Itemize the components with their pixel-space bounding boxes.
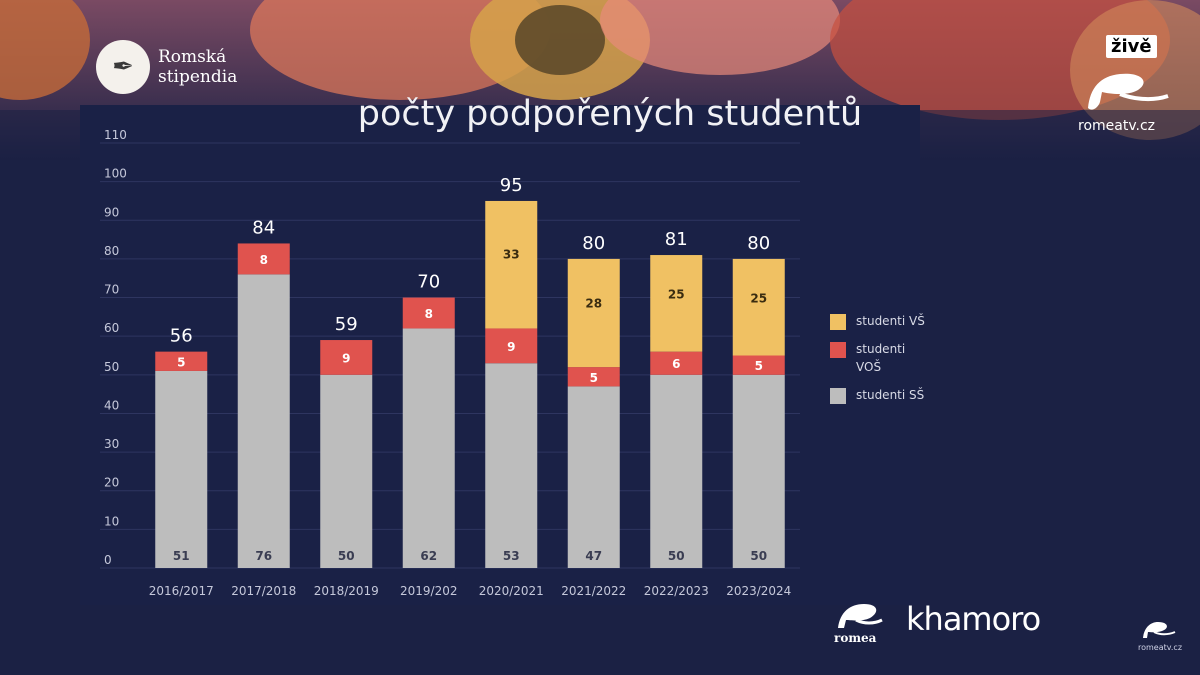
legend-label-ss: studenti SŠ — [856, 388, 925, 402]
y-tick-label: 60 — [104, 321, 119, 335]
y-tick-label: 0 — [104, 553, 112, 567]
data-label-ss: 51 — [173, 549, 190, 563]
total-label: 81 — [665, 229, 688, 250]
bar-segment-ss — [155, 370, 208, 568]
khamoro-logo: khamoro — [906, 600, 1041, 638]
y-tick-label: 10 — [104, 514, 119, 528]
bar-segment-vos — [650, 351, 703, 375]
bar-segment-ss — [732, 374, 785, 568]
total-label: 70 — [417, 272, 440, 293]
bar-segment-ss — [237, 274, 290, 568]
total-label: 95 — [500, 175, 523, 196]
y-tick-label: 40 — [104, 398, 119, 412]
x-tick-label: 2023/2024 — [726, 584, 791, 598]
total-label: 84 — [252, 217, 275, 238]
bar-segment-vos — [567, 367, 620, 387]
total-label: 56 — [170, 326, 193, 347]
bar-segment-ss — [485, 363, 538, 568]
legend-item-vs: studenti VŠ — [830, 312, 946, 330]
bar-segment-ss — [402, 328, 455, 568]
bar-segment-vos — [155, 351, 208, 371]
data-label-vs: 25 — [668, 288, 685, 302]
bar-segment-ss — [567, 386, 620, 568]
romea-logo: romea — [832, 600, 884, 648]
chart-title: počty podpořených studentů — [357, 94, 863, 134]
live-badge: živě — [1106, 35, 1157, 58]
x-tick-label: 2020/2021 — [479, 584, 544, 598]
total-label: 80 — [582, 233, 605, 254]
data-label-vos: 5 — [755, 359, 763, 373]
y-tick-label: 90 — [104, 205, 119, 219]
bar-segment-vs — [650, 255, 703, 352]
data-label-vos: 6 — [672, 357, 680, 371]
tv-url: romeatv.cz — [1078, 118, 1156, 134]
bar-segment-vos — [732, 355, 785, 375]
y-tick-label: 50 — [104, 360, 119, 374]
legend-item-ss: studenti SŠ — [830, 386, 946, 404]
bar-segment-ss — [650, 374, 703, 568]
legend-swatch-vs — [830, 314, 846, 330]
data-label-ss: 47 — [585, 549, 602, 563]
bar-segment-vos — [485, 328, 538, 364]
x-tick-label: 2018/2019 — [314, 584, 379, 598]
data-label-vos: 9 — [507, 340, 515, 354]
romea-text: romea — [834, 631, 877, 644]
data-label-vos: 8 — [425, 307, 433, 321]
total-label: 59 — [335, 314, 358, 335]
data-label-ss: 53 — [503, 549, 520, 563]
bar-segment-vos — [402, 297, 455, 329]
x-tick-label: 2021/2022 — [561, 584, 626, 598]
legend-label-vos: studenti VOŠ — [856, 342, 906, 374]
bar-segment-ss — [320, 374, 373, 568]
y-tick-label: 20 — [104, 476, 119, 490]
small-url: romeatv.cz — [1138, 643, 1183, 652]
legend-swatch-vos — [830, 342, 846, 358]
bar-segment-vos — [320, 340, 373, 375]
data-label-vos: 9 — [342, 351, 350, 365]
bar-segment-vos — [237, 243, 290, 275]
data-label-ss: 50 — [338, 549, 355, 563]
y-tick-label: 30 — [104, 437, 119, 451]
legend-label-vs: studenti VŠ — [856, 314, 925, 328]
x-tick-label: 2017/2018 — [231, 584, 296, 598]
y-tick-label: 110 — [104, 128, 127, 142]
bar-segment-vs — [567, 258, 620, 368]
romska-stipendia-logo: ✒ Romská stipendia — [96, 40, 237, 94]
data-label-vos: 8 — [260, 253, 268, 267]
y-tick-label: 80 — [104, 244, 119, 258]
data-label-vs: 28 — [585, 297, 602, 311]
x-tick-label: 2022/2023 — [644, 584, 709, 598]
legend-swatch-ss — [830, 388, 846, 404]
romea-small-logo-icon — [1140, 620, 1176, 646]
logo-text: Romská stipendia — [158, 47, 238, 87]
quill-scroll-icon: ✒ — [96, 40, 150, 94]
data-label-ss: 76 — [255, 549, 272, 563]
data-label-ss: 50 — [668, 549, 685, 563]
data-label-vos: 5 — [177, 355, 185, 369]
data-label-vs: 25 — [750, 291, 767, 305]
legend-item-vos: studenti VOŠ — [830, 340, 916, 376]
data-label-vos: 5 — [590, 371, 598, 385]
romea-tv-logo-icon — [1080, 68, 1170, 120]
y-tick-label: 100 — [104, 167, 127, 181]
x-tick-label: 2019/202 — [400, 584, 458, 598]
total-label: 80 — [747, 233, 770, 254]
y-tick-label: 70 — [104, 283, 119, 297]
bar-segment-vs — [732, 258, 785, 356]
x-tick-label: 2016/2017 — [149, 584, 214, 598]
flower-banner — [0, 0, 1200, 160]
data-label-ss: 50 — [750, 549, 767, 563]
bar-segment-vs — [485, 200, 538, 329]
data-label-ss: 62 — [420, 549, 437, 563]
data-label-vs: 33 — [503, 247, 520, 261]
